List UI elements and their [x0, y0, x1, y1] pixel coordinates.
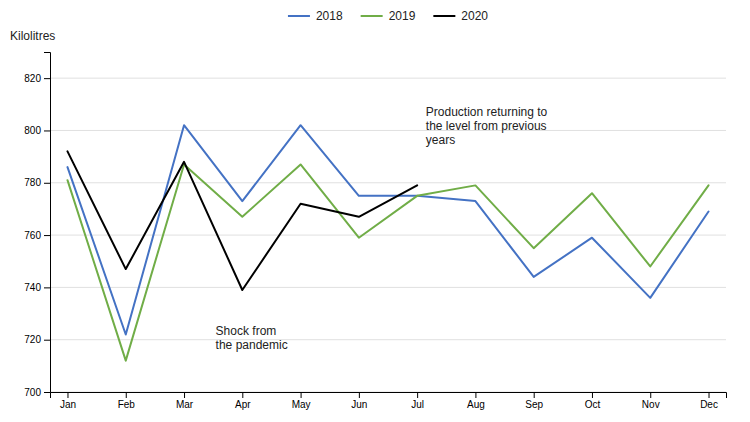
legend-swatch [288, 15, 310, 17]
x-tick-mark [242, 392, 243, 398]
x-tick: May [292, 392, 311, 410]
grid-line [50, 339, 726, 340]
x-tick: Jul [411, 392, 424, 410]
x-tick-label: Apr [235, 399, 251, 410]
x-tick-label: Jan [60, 399, 76, 410]
x-tick-label: Jun [351, 399, 367, 410]
x-tick-mark [650, 392, 651, 398]
grid-line [50, 130, 726, 131]
grid-line [50, 78, 726, 79]
grid [50, 78, 726, 392]
x-tick-label: Jul [411, 399, 424, 410]
y-tick-mark [44, 130, 50, 131]
series-line [67, 151, 417, 290]
y-tick-label: 820 [24, 73, 41, 84]
y-tick: 740 [24, 282, 50, 293]
annotation-line: the level from previous [426, 119, 547, 133]
y-tick-label: 760 [24, 230, 41, 241]
y-axis: 700 720 740 760 780 800 820 [24, 53, 50, 398]
annotation-line: Shock from [216, 324, 277, 338]
x-tick-mark [534, 392, 535, 398]
y-tick: 780 [24, 177, 50, 188]
x-tick: Aug [467, 392, 485, 410]
x-tick-label: Sep [525, 399, 543, 410]
x-tick: Oct [585, 392, 601, 410]
legend-label: 2020 [461, 9, 488, 23]
lines [67, 125, 708, 360]
y-tick: 820 [24, 73, 50, 84]
y-tick-label: 700 [24, 387, 41, 398]
chart: 700720740760780800820JanFebMarAprMayJunJ… [0, 0, 750, 422]
legend: 2018 2019 2020 [288, 9, 488, 23]
y-tick-label: 800 [24, 125, 41, 136]
x-tick-mark [475, 392, 476, 398]
y-tick-label: 740 [24, 282, 41, 293]
grid-line [50, 182, 726, 183]
annotation-line: Production returning to [426, 105, 548, 119]
x-tick: Dec [700, 392, 718, 410]
y-tick: 700 [24, 387, 50, 398]
legend-label: 2018 [316, 9, 343, 23]
y-tick-mark [44, 183, 50, 184]
y-tick-mark [44, 78, 50, 79]
y-tick-mark [44, 235, 50, 236]
legend-swatch [361, 15, 383, 17]
x-tick-label: Mar [176, 399, 194, 410]
annotation-line: the pandemic [216, 338, 288, 352]
x-tick-label: Feb [118, 399, 136, 410]
y-tick-mark [44, 392, 50, 393]
x-tick: Feb [118, 392, 136, 410]
y-axis-label: Kilolitres [10, 29, 55, 43]
x-tick-mark [67, 392, 68, 398]
x-tick-mark [126, 392, 127, 398]
y-tick-mark [44, 287, 50, 288]
x-tick-label: May [292, 399, 311, 410]
x-tick: Sep [525, 392, 543, 410]
x-axis-line [51, 393, 727, 399]
x-tick: Apr [235, 392, 251, 410]
y-tick-label: 720 [24, 334, 41, 345]
annotation-line: years [426, 133, 455, 147]
legend-item: 2019 [361, 9, 416, 23]
y-axis-line [44, 53, 51, 393]
x-tick-mark [301, 392, 302, 398]
series-line [67, 164, 708, 360]
x-tick-label: Dec [700, 399, 718, 410]
x-tick-mark [184, 392, 185, 398]
x-tick-mark [417, 392, 418, 398]
x-tick: Mar [176, 392, 194, 410]
x-tick-label: Aug [467, 399, 485, 410]
x-axis: Jan Feb Mar Apr May Jun Jul Aug Sep Oct Nov Dec [51, 392, 727, 410]
legend-item: 2020 [433, 9, 488, 23]
x-tick-label: Oct [585, 399, 601, 410]
legend-label: 2019 [389, 9, 416, 23]
plot: 700720740760780800820JanFebMarAprMayJunJ… [24, 53, 726, 411]
x-tick: Jun [351, 392, 367, 410]
x-tick-mark [709, 392, 710, 398]
legend-swatch [433, 15, 455, 17]
x-tick-mark [359, 392, 360, 398]
annotation: Production returning tothe level from pr… [426, 105, 548, 148]
y-tick: 760 [24, 230, 50, 241]
x-tick-label: Nov [642, 399, 660, 410]
y-tick: 800 [24, 125, 50, 136]
y-tick: 720 [24, 334, 50, 345]
annotation: Shock fromthe pandemic [216, 324, 288, 352]
legend-item: 2018 [288, 9, 343, 23]
x-tick: Nov [642, 392, 660, 410]
x-tick: Jan [60, 392, 76, 410]
grid-line [50, 287, 726, 288]
x-tick-mark [592, 392, 593, 398]
y-tick-label: 780 [24, 177, 41, 188]
y-tick-mark [44, 340, 50, 341]
